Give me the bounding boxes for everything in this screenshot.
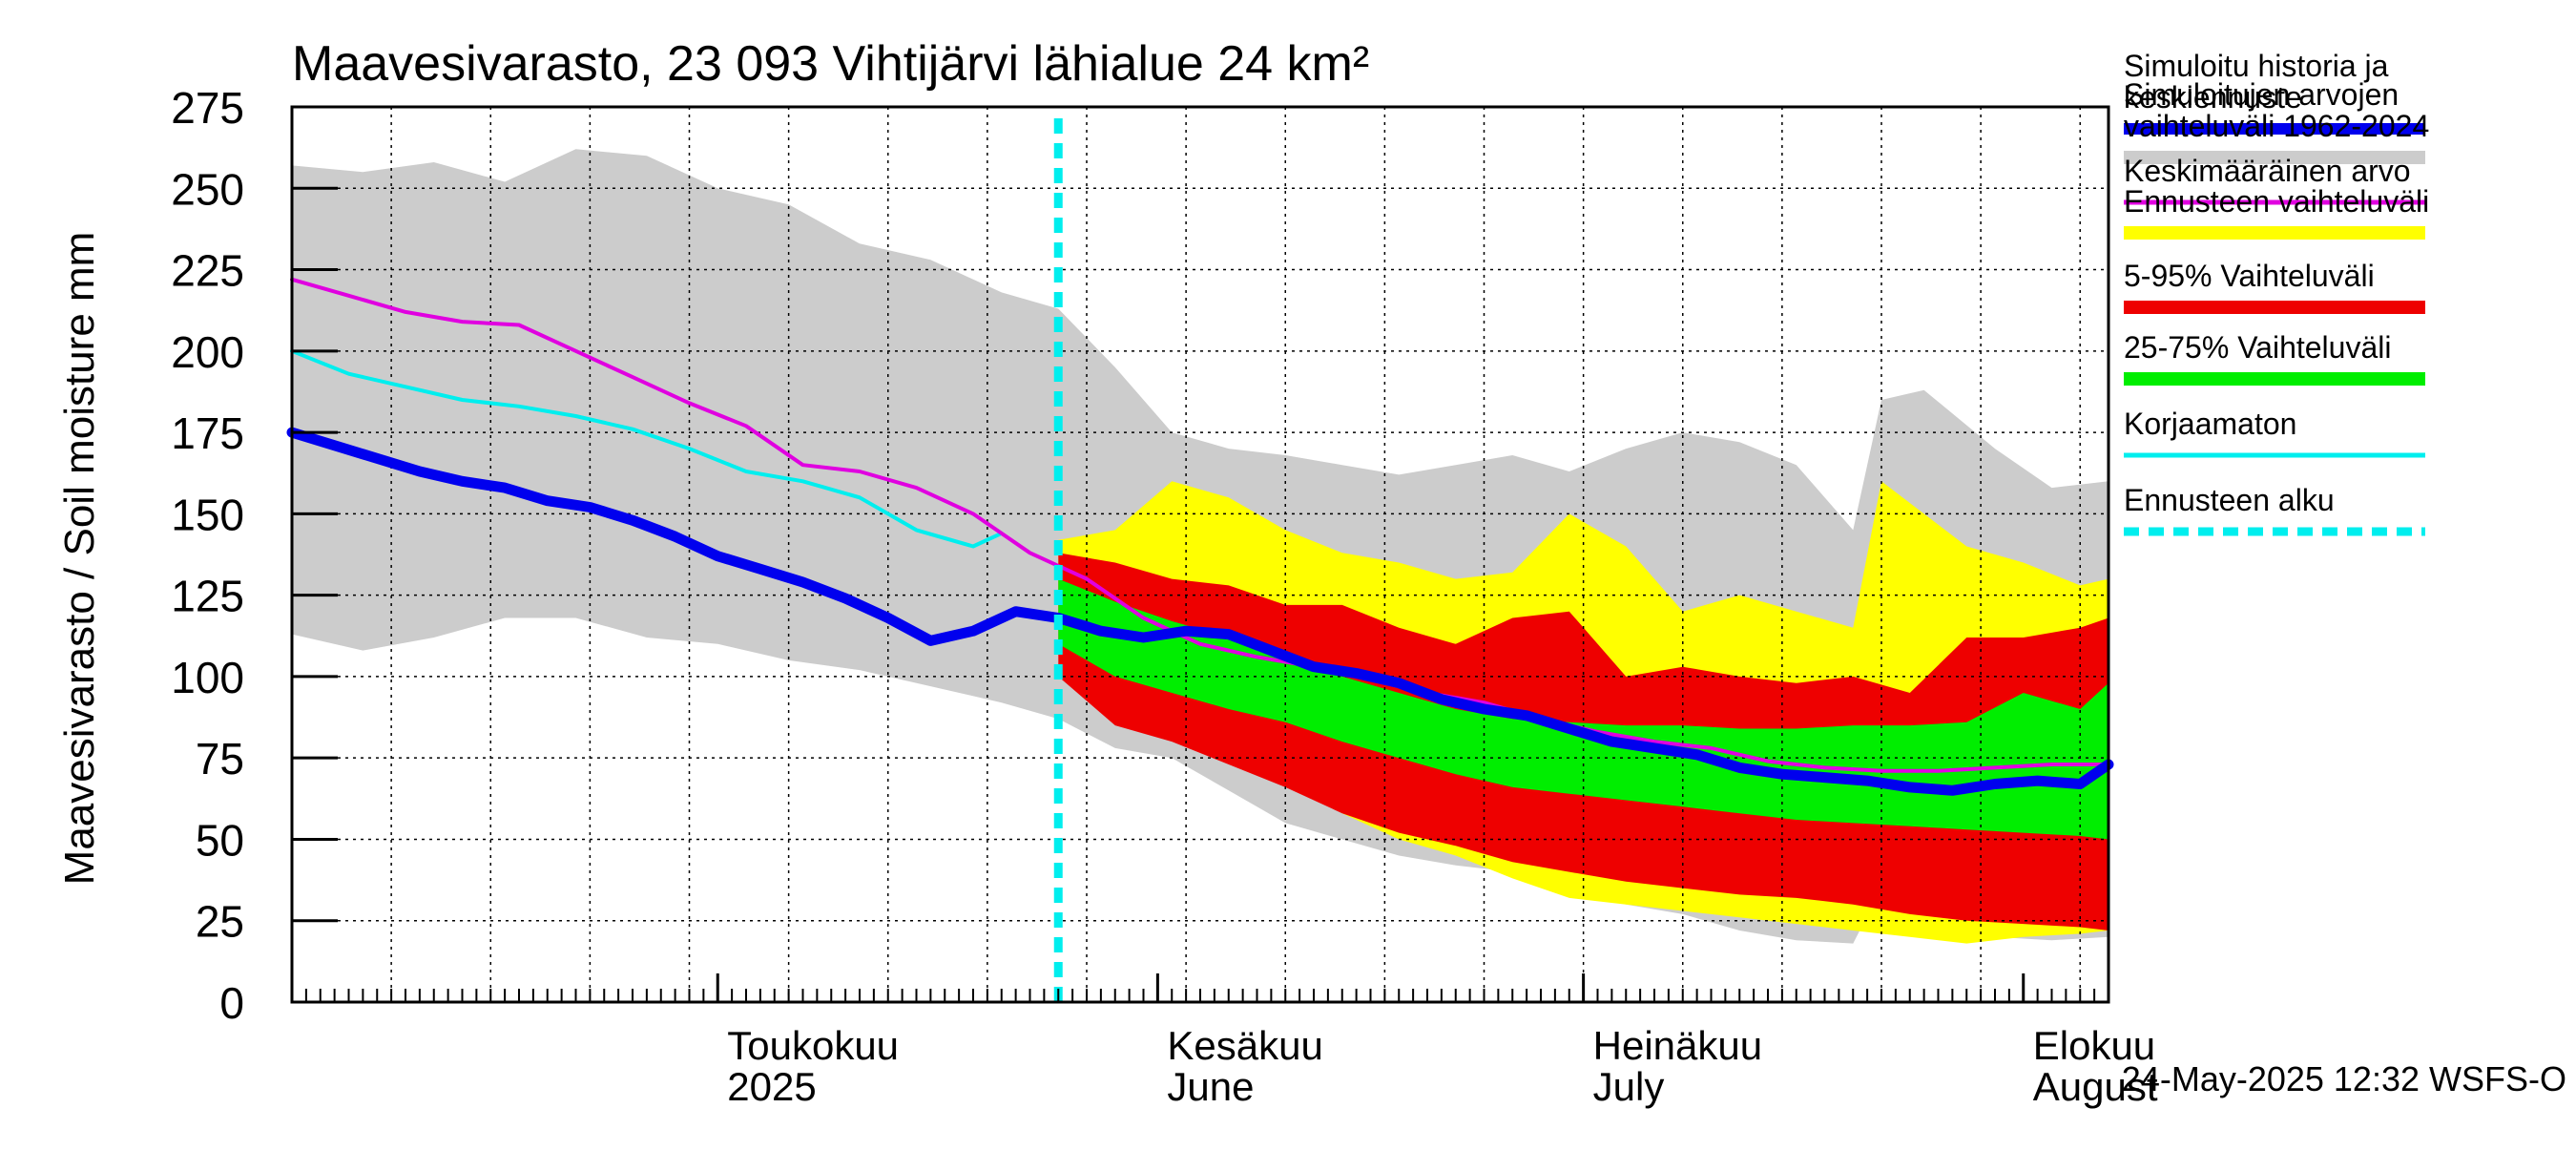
x-month-sublabel: 2025 [727,1064,816,1109]
y-tick-label: 225 [171,246,244,296]
legend-label: Simuloitujen arvojen [2124,77,2399,112]
y-tick-label: 0 [219,978,244,1028]
y-tick-label: 125 [171,572,244,621]
y-axis-label: Maavesivarasto / Soil moisture mm [56,232,103,886]
legend-label: Keskimääräinen arvo [2124,154,2411,188]
sim-history-line [286,427,2114,796]
timestamp: 24-May-2025 12:32 WSFS-O [2122,1059,2566,1098]
line-layer [286,118,2114,1002]
grid-layer [292,107,2109,1002]
chart-title: Maavesivarasto, 23 093 Vihtijärvi lähial… [292,36,1369,92]
legend-label: vaihteluväli 1962-2024 [2124,109,2429,143]
x-month-label: Elokuu [2033,1023,2155,1068]
uncorrected-line [290,348,1004,549]
legend-label: 5-95% Vaihteluväli [2124,259,2375,293]
y-tick-label: 25 [196,897,244,947]
y-tick-label: 100 [171,653,244,702]
y-tick-label: 250 [171,164,244,214]
legend-label: Simuloitu historia ja [2124,49,2389,83]
legend-label: Ennusteen vaihteluväli [2124,184,2429,219]
x-month-label: Toukokuu [727,1023,899,1068]
y-tick-label: 50 [196,815,244,865]
x-month-sublabel: July [1593,1064,1665,1109]
legend-label: keskiennuste [2124,80,2302,115]
legend-label: Korjaamaton [2124,407,2296,441]
y-tick-label: 275 [171,83,244,133]
y-tick-label: 150 [171,490,244,539]
x-month-label: Kesäkuu [1167,1023,1322,1068]
x-month-label: Heinäkuu [1593,1023,1762,1068]
axes-layer: 0 25 50 75 100 125 150 175 200 225 250 275 Toukokuu2… [171,83,2158,1109]
mean-line [290,277,2110,773]
y-tick-label: 175 [171,408,244,458]
legend-label: 25-75% Vaihteluväli [2124,330,2391,365]
y-tick-label: 75 [196,734,244,784]
x-month-sublabel: June [1167,1064,1254,1109]
legend: Simuloitu historia jakeskiennusteSimuloi… [2124,49,2429,536]
y-tick-label: 200 [171,327,244,377]
legend-label: Ennusteen alku [2124,483,2335,517]
x-month-sublabel: August [2033,1064,2158,1109]
